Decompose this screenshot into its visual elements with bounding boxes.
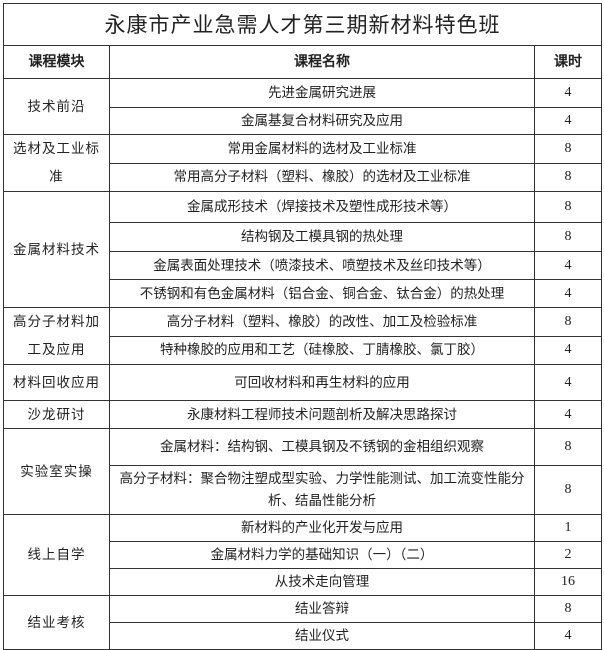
module-cell: 选材及工业标准 [3, 134, 110, 192]
table-row: 不锈钢和有色金属材料（铝合金、铜合金、钛合金）的热处理 4 [4, 279, 602, 308]
course-name-cell: 高分子材料（塑料、橡胶）的改性、加工及检验标准 [109, 307, 535, 337]
course-hours-cell: 16 [534, 568, 602, 596]
header-hours: 课时 [534, 45, 602, 79]
module-cell: 材料回收应用 [3, 364, 110, 401]
title-row: 永康市产业急需人才第三期新材料特色班 [3, 3, 602, 46]
table-row: 线上自学 新材料的产业化开发与应用 1 [3, 514, 602, 596]
course-hours-cell: 4 [534, 107, 602, 135]
course-name-cell: 新材料的产业化开发与应用 [109, 514, 535, 542]
course-hours-cell: 8 [534, 222, 602, 252]
course-hours-cell: 4 [534, 622, 602, 650]
table-row: 结业考核 结业答辩 8 [3, 595, 602, 650]
module-cell: 技术前沿 [3, 78, 110, 135]
table-row: 结业仪式 4 [4, 622, 602, 650]
table-row: 实验室实操 金属材料：结构钢、工模具钢及不锈钢的金相组织观察 8 [3, 428, 602, 515]
course-hours-cell: 4 [534, 251, 602, 280]
table-row: 金属材料力学的基础知识（一）（二） 2 [4, 541, 602, 569]
module-cell: 沙龙研讨 [3, 400, 110, 429]
course-name-cell: 结业仪式 [109, 622, 535, 650]
module-cell: 线上自学 [3, 514, 110, 596]
course-hours-cell: 4 [534, 400, 602, 429]
table-row: 沙龙研讨 永康材料工程师技术问题剖析及解决思路探讨 4 [3, 400, 602, 429]
table-row: 高分子材料加工及应用 高分子材料（塑料、橡胶）的改性、加工及检验标准 8 [3, 307, 602, 365]
course-name-cell: 金属基复合材料研究及应用 [109, 107, 535, 135]
course-name-cell: 可回收材料和再生材料的应用 [109, 364, 535, 401]
course-hours-cell: 8 [534, 465, 602, 515]
course-name-cell: 金属材料：结构钢、工模具钢及不锈钢的金相组织观察 [109, 428, 535, 466]
course-hours-cell: 2 [534, 541, 602, 569]
course-name-cell: 高分子材料：聚合物注塑成型实验、力学性能测试、加工流变性能分析、结晶性能分析 [109, 465, 535, 515]
course-name-cell: 不锈钢和有色金属材料（铝合金、铜合金、钛合金）的热处理 [109, 279, 535, 308]
course-name-cell: 特种橡胶的应用和工艺（硅橡胶、丁腈橡胶、氯丁胶） [109, 335, 535, 365]
course-hours-cell: 8 [534, 162, 602, 192]
table-row: 材料回收应用 可回收材料和再生材料的应用 4 [3, 364, 602, 401]
course-name-cell: 结业答辩 [109, 595, 535, 623]
module-cell: 高分子材料加工及应用 [3, 307, 110, 365]
module-cell: 实验室实操 [3, 428, 110, 515]
module-cell: 结业考核 [3, 595, 110, 650]
table-row: 选材及工业标准 常用金属材料的选材及工业标准 8 [3, 134, 602, 192]
module-cell: 金属材料技术 [3, 191, 110, 308]
header-course: 课程名称 [109, 45, 535, 79]
course-name-cell: 金属材料力学的基础知识（一）（二） [109, 541, 535, 569]
course-name-cell: 金属表面处理技术（喷漆技术、喷塑技术及丝印技术等） [109, 251, 535, 280]
course-name-cell: 从技术走向管理 [109, 568, 535, 596]
course-hours-cell: 8 [534, 307, 602, 337]
table-row: 金属材料技术 金属成形技术（焊接技术及塑性成形技术等） 8 [3, 191, 602, 308]
table-row: 常用高分子材料（塑料、橡胶）的选材及工业标准 8 [4, 162, 602, 192]
course-name-cell: 常用金属材料的选材及工业标准 [109, 134, 535, 164]
course-hours-cell: 8 [534, 595, 602, 623]
course-hours-cell: 1 [534, 514, 602, 542]
course-hours-cell: 4 [534, 335, 602, 365]
course-name-cell: 常用高分子材料（塑料、橡胶）的选材及工业标准 [109, 162, 535, 192]
course-hours-cell: 4 [534, 78, 602, 108]
table-row: 从技术走向管理 16 [4, 568, 602, 596]
course-hours-cell: 8 [534, 134, 602, 164]
course-name-cell: 金属成形技术（焊接技术及塑性成形技术等） [109, 191, 535, 223]
course-name-cell: 结构钢及工模具钢的热处理 [109, 222, 535, 252]
header-module: 课程模块 [3, 45, 110, 79]
course-hours-cell: 4 [534, 364, 602, 401]
course-hours-cell: 8 [534, 428, 602, 466]
table-row: 结构钢及工模具钢的热处理 8 [4, 222, 602, 252]
table-title: 永康市产业急需人才第三期新材料特色班 [3, 3, 602, 46]
table-row: 金属基复合材料研究及应用 4 [4, 107, 602, 135]
course-hours-cell: 4 [534, 279, 602, 308]
table-row: 技术前沿 先进金属研究进展 4 [3, 78, 602, 135]
course-table: 永康市产业急需人才第三期新材料特色班 课程模块 课程名称 课时 技术前沿 先进金属… [3, 3, 602, 650]
header-row: 课程模块 课程名称 课时 [3, 45, 602, 79]
course-hours-cell: 8 [534, 191, 602, 223]
course-name-cell: 先进金属研究进展 [109, 78, 535, 108]
course-name-cell: 永康材料工程师技术问题剖析及解决思路探讨 [109, 400, 535, 429]
